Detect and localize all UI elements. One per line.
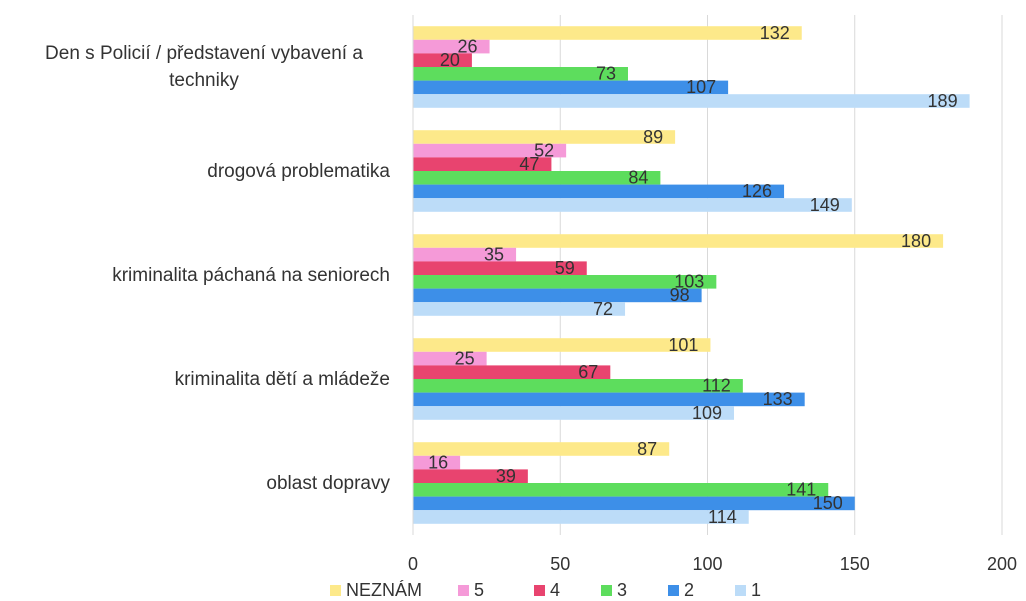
bar (413, 94, 970, 108)
bar (413, 261, 587, 275)
data-label: 35 (484, 244, 504, 264)
data-label: 20 (440, 50, 460, 70)
data-label: 141 (786, 480, 816, 500)
bar (413, 26, 802, 40)
bar (413, 67, 628, 81)
category-label: Den s Policií / představení vybavení a t… (0, 15, 390, 119)
legend-swatch (458, 585, 469, 596)
bar (413, 53, 472, 67)
data-label: 132 (760, 23, 790, 43)
bar (413, 392, 805, 407)
bar (413, 157, 552, 171)
bar (413, 198, 852, 212)
data-label: 103 (674, 272, 704, 292)
category-text: drogová problematika (207, 160, 390, 182)
legend-label: NEZNÁM (346, 580, 422, 600)
data-label: 52 (534, 140, 554, 160)
bar (413, 442, 670, 456)
bar (413, 80, 729, 95)
x-tick-label: 50 (550, 554, 570, 574)
data-label: 59 (555, 258, 575, 278)
data-label: 101 (668, 335, 698, 355)
data-label: 72 (593, 299, 613, 319)
category-label: kriminalita páchaná na seniorech (0, 223, 390, 327)
legend-swatch (601, 585, 612, 596)
legend-label: 5 (474, 580, 484, 600)
category-label: drogová problematika (0, 119, 390, 223)
bar (413, 483, 829, 497)
bar (413, 406, 735, 420)
bar (413, 379, 743, 393)
x-tick-label: 200 (987, 554, 1017, 574)
bar (413, 234, 944, 248)
data-label: 47 (519, 154, 539, 174)
data-label: 89 (643, 127, 663, 147)
bar (413, 510, 749, 524)
data-label: 133 (763, 389, 793, 409)
x-tick-label: 100 (692, 554, 722, 574)
data-label: 25 (455, 348, 475, 368)
data-label: 149 (810, 195, 840, 215)
data-label: 107 (686, 77, 716, 97)
bar (413, 365, 611, 379)
legend-swatch (668, 585, 679, 596)
bar (413, 469, 528, 483)
bar (413, 143, 567, 158)
legend-swatch (330, 585, 341, 596)
data-label: 39 (496, 466, 516, 486)
bar (413, 275, 717, 289)
bar (413, 130, 676, 144)
x-tick-label: 0 (408, 554, 418, 574)
bar (413, 351, 487, 366)
legend-label: 2 (684, 580, 694, 600)
x-tick-label: 150 (840, 554, 870, 574)
bar (413, 496, 855, 511)
data-label: 180 (901, 231, 931, 251)
data-label: 150 (813, 493, 843, 513)
legend-label: 4 (550, 580, 560, 600)
bar (413, 247, 517, 262)
data-label: 109 (692, 403, 722, 423)
legend-swatch (735, 585, 746, 596)
data-label: 126 (742, 181, 772, 201)
category-text: Den s Policií / představení vybavení a t… (45, 43, 363, 91)
category-label: oblast dopravy (0, 431, 390, 535)
data-label: 73 (596, 64, 616, 84)
category-text: kriminalita páchaná na seniorech (112, 264, 390, 286)
data-label: 26 (458, 36, 478, 56)
legend-label: 3 (617, 580, 627, 600)
data-label: 112 (702, 376, 731, 396)
category-text: oblast dopravy (266, 472, 390, 494)
bar (413, 39, 490, 54)
bar (413, 455, 461, 470)
legend-swatch (534, 585, 545, 596)
data-label: 114 (708, 507, 737, 527)
data-label: 189 (928, 91, 958, 111)
category-label: kriminalita dětí a mládeže (0, 327, 390, 431)
legend-label: 1 (751, 580, 761, 600)
bar (413, 184, 785, 199)
bar (413, 288, 702, 303)
data-label: 87 (637, 439, 657, 459)
data-label: 98 (670, 285, 690, 305)
data-label: 16 (428, 452, 448, 472)
category-text: kriminalita dětí a mládeže (174, 368, 390, 390)
data-label: 67 (578, 362, 598, 382)
data-label: 84 (628, 168, 648, 188)
bar (413, 302, 626, 316)
bar (413, 338, 711, 352)
bar (413, 171, 661, 185)
